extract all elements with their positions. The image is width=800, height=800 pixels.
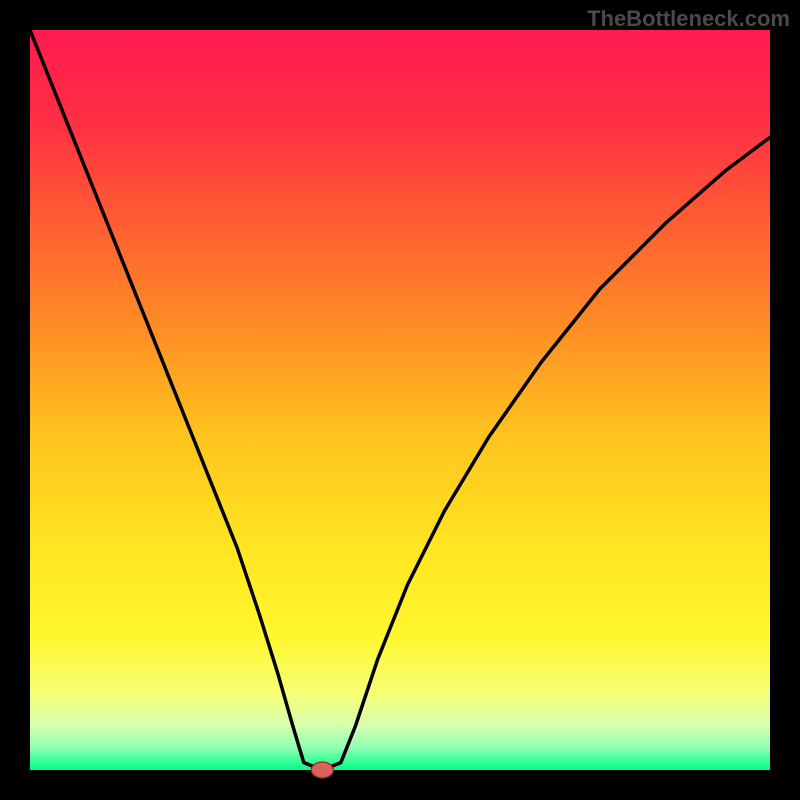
watermark-text: TheBottleneck.com xyxy=(587,6,790,32)
chart-container: TheBottleneck.com xyxy=(0,0,800,800)
optimal-point-marker xyxy=(311,762,333,778)
chart-svg xyxy=(0,0,800,800)
plot-background xyxy=(30,30,770,770)
